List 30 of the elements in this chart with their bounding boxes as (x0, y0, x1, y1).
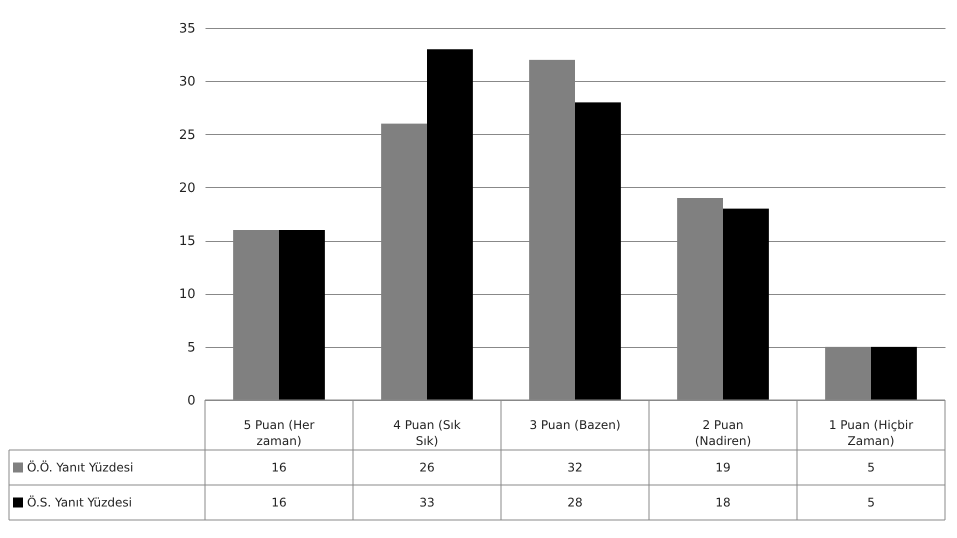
data-label: 32 (567, 460, 583, 474)
y-tick-label: 30 (178, 74, 196, 90)
bar (723, 208, 769, 400)
data-label: 19 (715, 460, 731, 474)
y-tick-label: 5 (187, 340, 196, 356)
data-label: 16 (271, 460, 287, 474)
y-tick-label: 15 (178, 234, 196, 250)
legend-label: Ö.S. Yanıt Yüzdesi (27, 496, 132, 510)
y-tick-label: 0 (187, 394, 196, 408)
bar (427, 49, 473, 400)
data-label: 16 (271, 496, 287, 510)
data-label: 5 (867, 460, 875, 474)
x-tick-label: 5 Puan (Her zaman) (244, 418, 315, 448)
x-tick-label: 2 Puan (Nadiren) (694, 418, 752, 448)
y-tick-label: 20 (178, 180, 196, 196)
bar (279, 230, 325, 400)
bar (575, 102, 621, 400)
data-label: 28 (567, 496, 583, 510)
x-tick-label: 1 Puan (Hiçbir Zaman) (828, 418, 914, 448)
y-tick-label: 25 (178, 128, 196, 143)
data-label: 18 (715, 496, 731, 510)
y-tick-label: 10 (178, 287, 196, 302)
legend-label: Ö.Ö. Yanıt Yüzdesi (27, 460, 134, 474)
data-label: 26 (419, 460, 435, 474)
y-tick-label: 35 (178, 22, 196, 36)
data-label: 33 (419, 496, 435, 510)
bar (871, 346, 917, 400)
data-label: 5 (867, 496, 875, 510)
x-tick-label: 3 Puan (Bazen) (529, 418, 621, 432)
x-tick-label: 4 Puan (Sık Sık) (393, 418, 461, 448)
